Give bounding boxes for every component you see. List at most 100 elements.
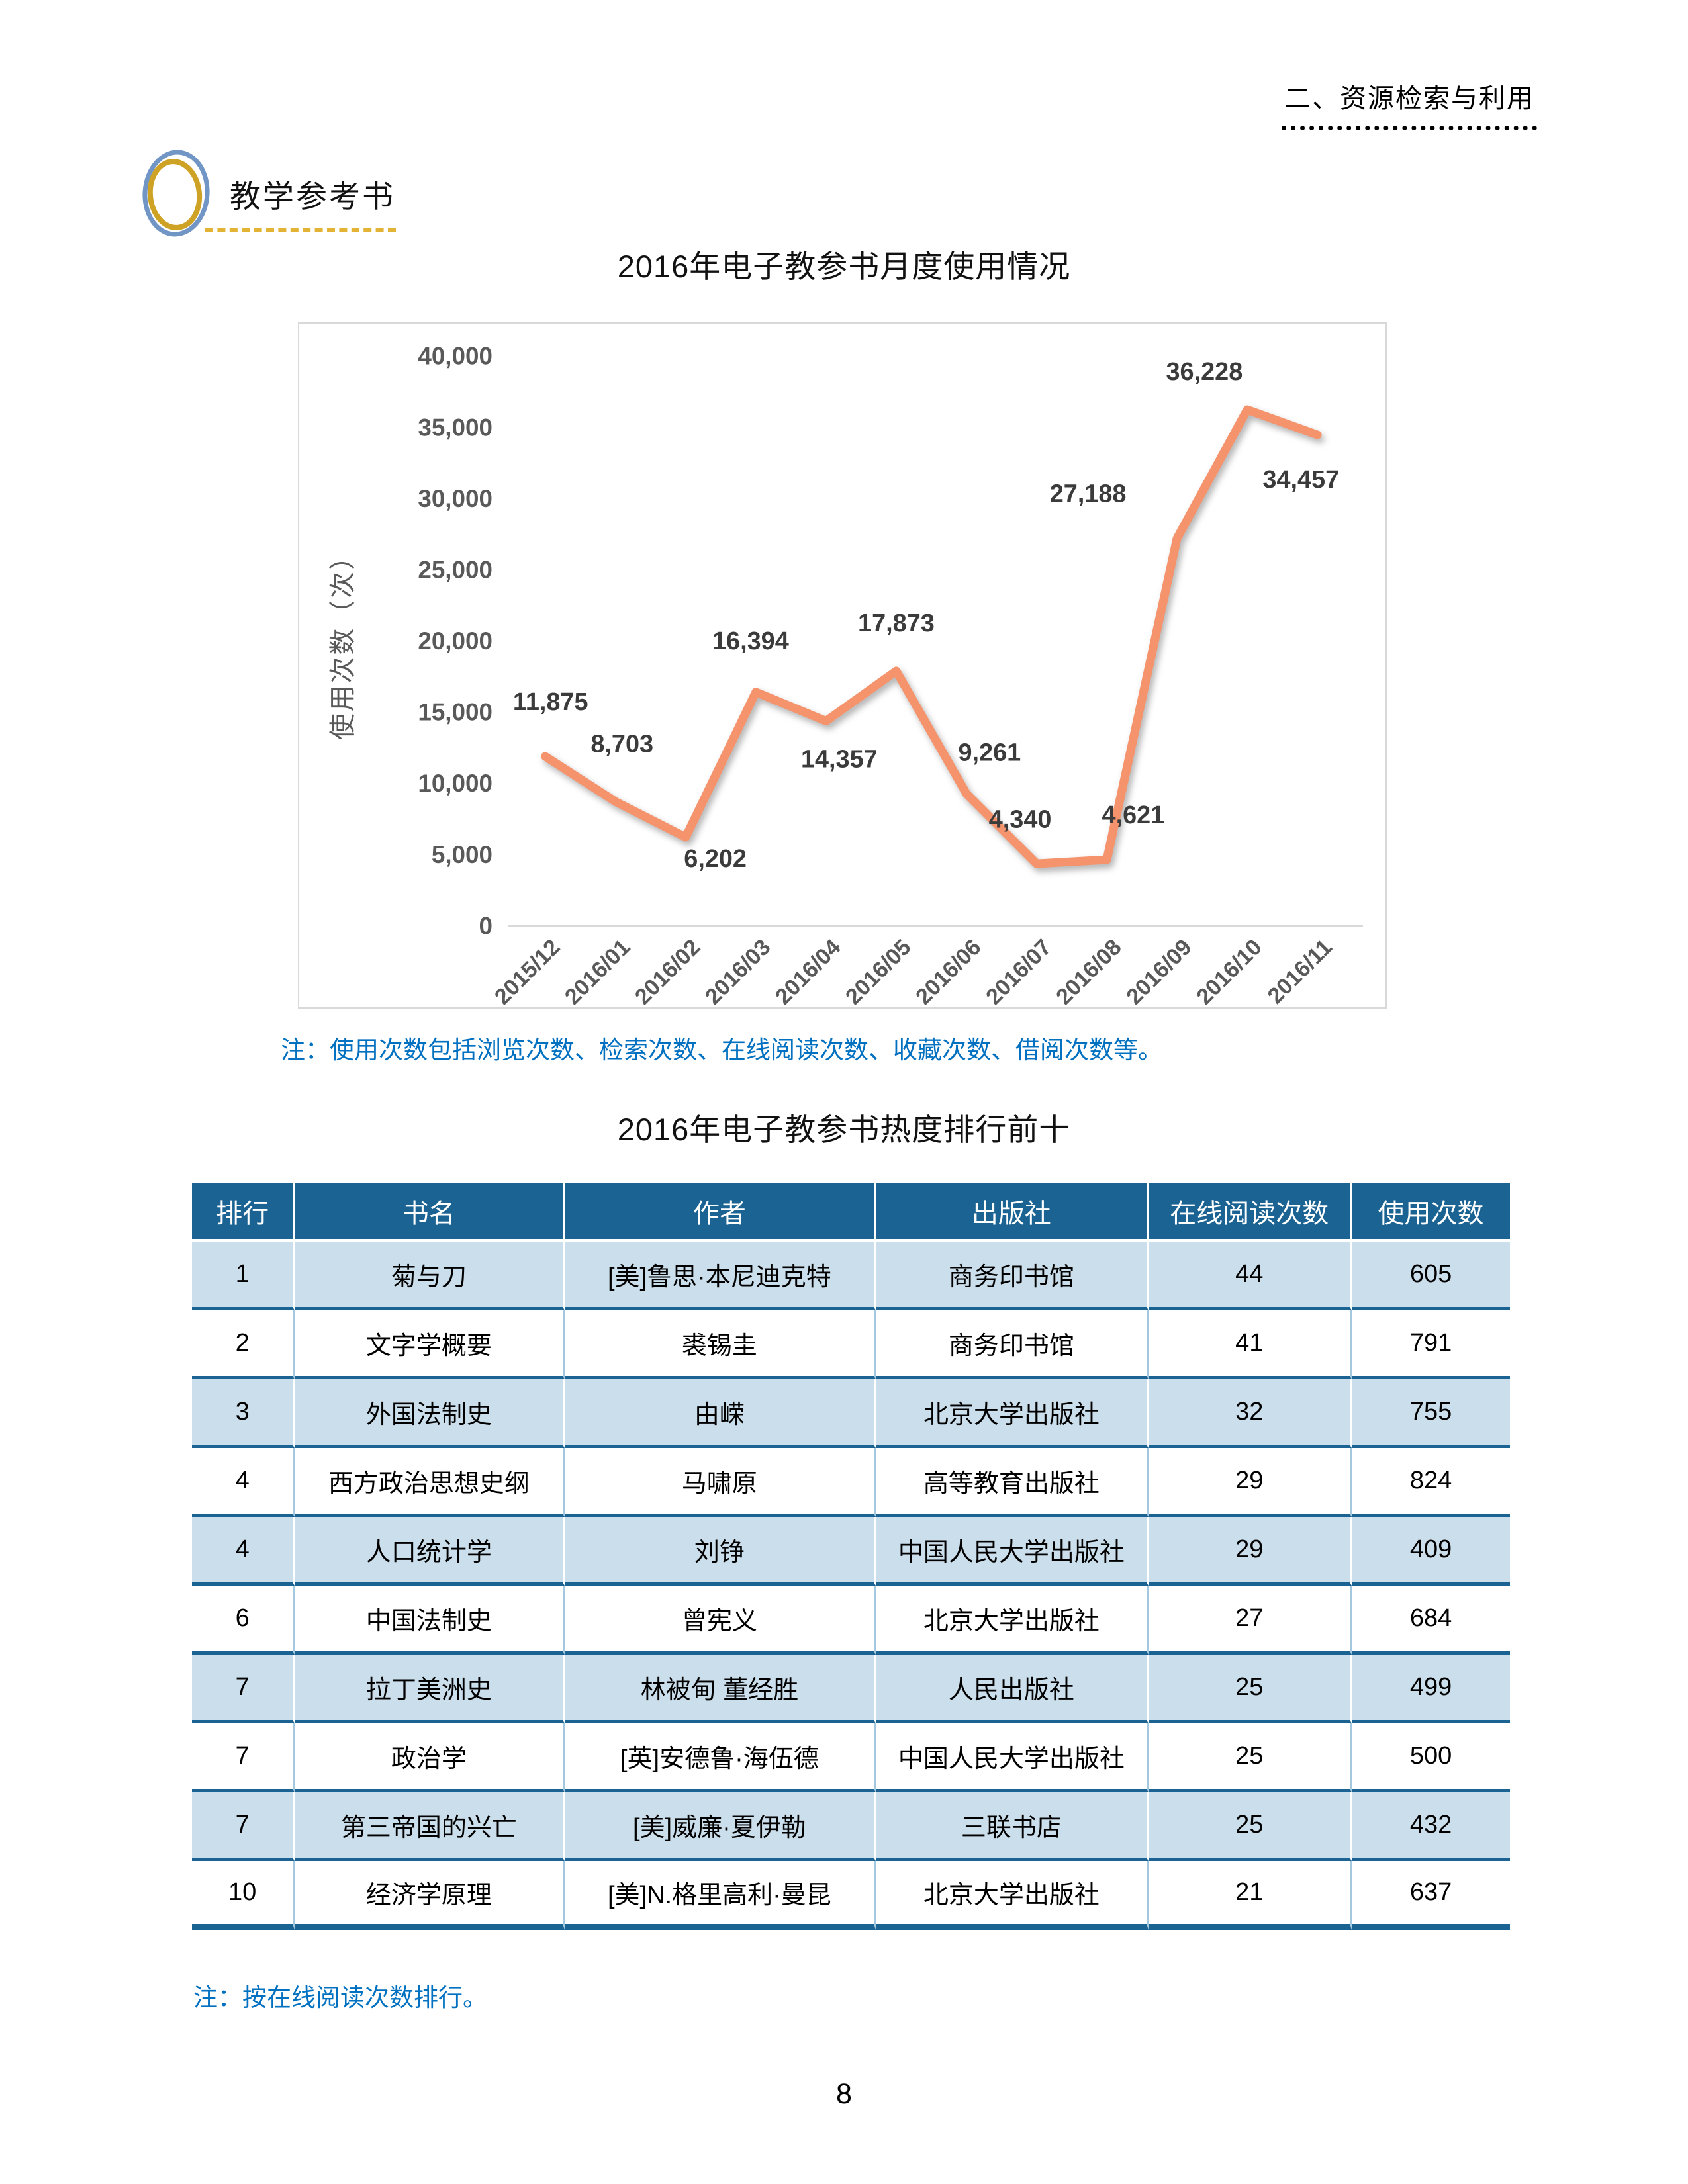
x-axis-tick-label: 2016/01 (560, 934, 635, 1009)
x-axis-tick-label: 2016/11 (1263, 934, 1337, 1009)
table-cell: 10 (192, 1861, 295, 1930)
x-axis-tick-label: 2016/08 (1051, 934, 1126, 1009)
y-axis-tick-label: 20,000 (418, 627, 492, 655)
table-cell: 21 (1149, 1861, 1352, 1930)
data-point-label: 14,357 (801, 745, 878, 773)
table-row: 4 人口统计学 刘铮 中国人民大学出版社 29 409 (192, 1517, 1510, 1586)
data-point-label: 36,228 (1166, 358, 1243, 386)
table-cell: 500 (1352, 1723, 1510, 1792)
table-cell: 经济学原理 (295, 1861, 565, 1930)
x-axis-tick-label: 2016/07 (981, 934, 1056, 1009)
data-point-label: 16,394 (712, 627, 789, 655)
table-cell: 马啸原 (565, 1448, 876, 1517)
y-axis-tick-label: 0 (479, 912, 493, 939)
table-cell: 外国法制史 (295, 1379, 565, 1448)
data-point-label: 9,261 (958, 739, 1021, 766)
y-axis-tick-label: 10,000 (418, 770, 492, 797)
table-cell: 刘铮 (565, 1517, 876, 1586)
table-row: 7 第三帝国的兴亡 [美]威廉·夏伊勒 三联书店 25 432 (192, 1792, 1510, 1861)
data-point-label: 8,703 (590, 731, 653, 758)
table-cell: 商务印书馆 (876, 1310, 1149, 1379)
table-row: 6 中国法制史 曾宪义 北京大学出版社 27 684 (192, 1586, 1510, 1655)
table-cell: 西方政治思想史纲 (295, 1448, 565, 1517)
chart-canvas: 0 5,000 10,000 15,000 20,000 25,000 30,000 35,0… (328, 343, 1363, 1010)
table-cell: 25 (1149, 1792, 1352, 1861)
table-cell: 中国人民大学出版社 (876, 1517, 1149, 1586)
table-row: 10 经济学原理 [美]N.格里高利·曼昆 北京大学出版社 21 637 (192, 1861, 1510, 1930)
table-cell: [美]鲁思·本尼迪克特 (565, 1242, 876, 1310)
table-cell: 684 (1352, 1586, 1510, 1655)
table-cell: 中国人民大学出版社 (876, 1723, 1149, 1792)
table-column-header: 作者 (565, 1183, 876, 1242)
table-cell: 北京大学出版社 (876, 1861, 1149, 1930)
table-row: 2 文字学概要 裘锡圭 商务印书馆 41 791 (192, 1310, 1510, 1379)
table-cell: 北京大学出版社 (876, 1379, 1149, 1448)
table-column-header: 出版社 (876, 1183, 1149, 1242)
table-cell: 人口统计学 (295, 1517, 565, 1586)
table-row: 1 菊与刀 [美]鲁思·本尼迪克特 商务印书馆 44 605 (192, 1242, 1510, 1310)
table-row: 7 拉丁美洲史 林被甸 董经胜 人民出版社 25 499 (192, 1655, 1510, 1723)
table-cell: 824 (1352, 1448, 1510, 1517)
table-cell: 7 (192, 1655, 295, 1723)
section-title: 教学参考书 (230, 179, 395, 214)
double-circle-icon (142, 150, 210, 237)
table-cell: 人民出版社 (876, 1655, 1149, 1723)
table-row: 7 政治学 [英]安德鲁·海伍德 中国人民大学出版社 25 500 (192, 1723, 1510, 1792)
table-cell: 由嵘 (565, 1379, 876, 1448)
usage-line-chart: 0 5,000 10,000 15,000 20,000 25,000 30,000 35,0… (298, 322, 1387, 1010)
chart-title: 2016年电子教参书月度使用情况 (617, 249, 1071, 284)
data-point-label: 4,621 (1102, 801, 1165, 829)
table-cell: 第三帝国的兴亡 (295, 1792, 565, 1861)
data-point-label: 11,875 (513, 688, 588, 716)
y-axis-tick-label: 30,000 (418, 485, 492, 512)
table-cell: 7 (192, 1723, 295, 1792)
x-axis-tick-label: 2016/09 (1121, 934, 1196, 1009)
x-axis-tick-label: 2015/12 (490, 934, 565, 1009)
table-cell: 文字学概要 (295, 1310, 565, 1379)
table-cell: 41 (1149, 1310, 1352, 1379)
table-cell: 605 (1352, 1242, 1510, 1310)
x-axis-tick-label: 2016/03 (700, 934, 775, 1009)
table-cell: 3 (192, 1379, 295, 1448)
table-cell: 中国法制史 (295, 1586, 565, 1655)
table-cell: 三联书店 (876, 1792, 1149, 1861)
table-cell: 432 (1352, 1792, 1510, 1861)
table-cell: 4 (192, 1517, 295, 1586)
table-cell: 1 (192, 1242, 295, 1310)
table-cell: 637 (1352, 1861, 1510, 1930)
table-column-header: 在线阅读次数 (1149, 1183, 1352, 1242)
table-cell: 4 (192, 1448, 295, 1517)
table-cell: 791 (1352, 1310, 1510, 1379)
running-head: 二、资源检索与利用 (1282, 77, 1537, 130)
table-cell: 曾宪义 (565, 1586, 876, 1655)
table-cell: 裘锡圭 (565, 1310, 876, 1379)
y-axis-tick-label: 35,000 (418, 414, 492, 441)
table-column-header: 使用次数 (1352, 1183, 1510, 1242)
table-row: 4 西方政治思想史纲 马啸原 高等教育出版社 29 824 (192, 1448, 1510, 1517)
table-cell: 林被甸 董经胜 (565, 1655, 876, 1723)
table-cell: 拉丁美洲史 (295, 1655, 565, 1723)
table-cell: 755 (1352, 1379, 1510, 1448)
y-axis-tick-label: 25,000 (418, 557, 492, 584)
table-column-header: 排行 (192, 1183, 295, 1242)
table-cell: 商务印书馆 (876, 1242, 1149, 1310)
usage-line (541, 405, 1322, 868)
table-cell: 北京大学出版社 (876, 1586, 1149, 1655)
x-axis-tick-label: 2016/02 (630, 934, 705, 1009)
x-axis-tick-label: 2016/06 (911, 934, 986, 1009)
y-axis-title: 使用次数（次） (328, 541, 357, 740)
data-point-label: 17,873 (858, 610, 935, 637)
table-cell: [英]安德鲁·海伍德 (565, 1723, 876, 1792)
table-column-header: 书名 (295, 1183, 565, 1242)
table-title: 2016年电子教参书热度排行前十 (617, 1112, 1071, 1147)
table-cell: 409 (1352, 1517, 1510, 1586)
table-cell: 27 (1149, 1586, 1352, 1655)
data-point-label: 6,202 (684, 845, 747, 873)
data-point-label: 34,457 (1262, 466, 1339, 494)
table-cell: 29 (1149, 1448, 1352, 1517)
page-number: 8 (836, 2078, 852, 2110)
table-cell: 6 (192, 1586, 295, 1655)
x-axis-tick-label: 2016/05 (841, 934, 915, 1009)
table-note: 注：按在线阅读次数排行。 (193, 1984, 487, 2011)
x-axis-tick-label: 2016/04 (771, 934, 846, 1010)
